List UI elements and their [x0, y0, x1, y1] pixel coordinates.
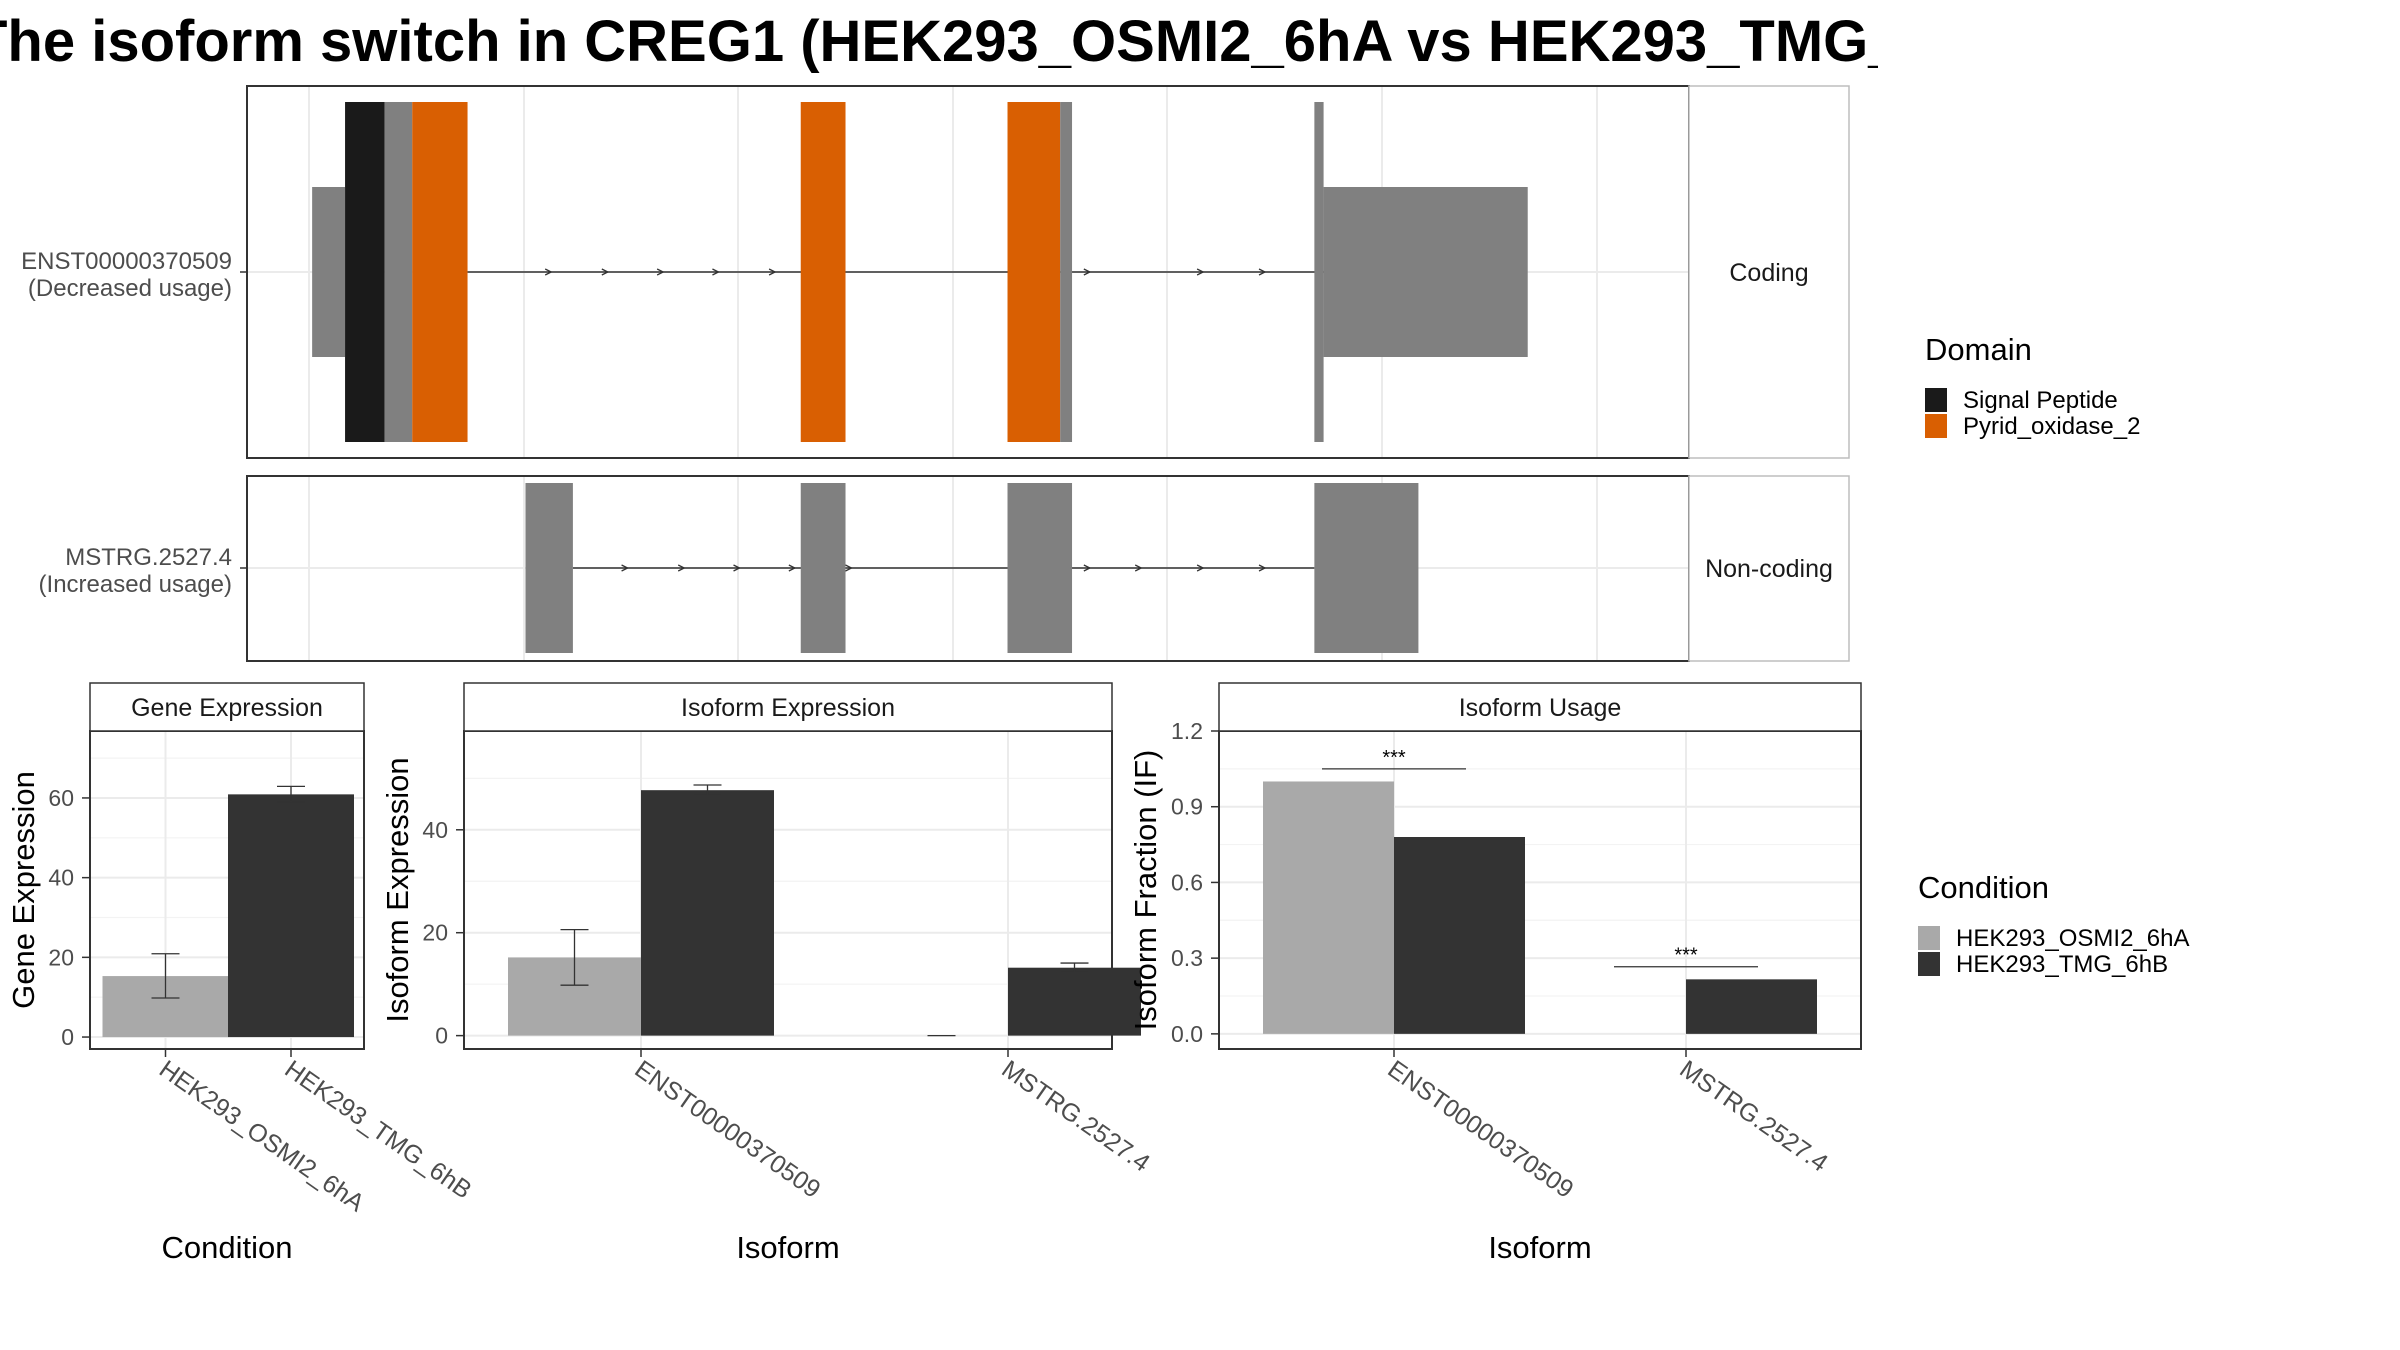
facet-strip-label: Isoform Expression [681, 694, 895, 722]
error-bar [693, 784, 722, 796]
chart-title: The isoform switch in CREG1 (HEK293_OSMI… [0, 0, 1878, 90]
legend-title: Condition [1918, 870, 2049, 905]
intron-arrow [1196, 268, 1205, 276]
intron-arrow [1083, 268, 1092, 276]
transcript-panel-2: Non-coding MSTRG.2527.4(Increased usage) [39, 475, 1850, 662]
y-tick-label: 0 [61, 1024, 74, 1050]
intron-arrow [845, 564, 853, 572]
significance-label: *** [1382, 747, 1406, 769]
error-bar [277, 785, 305, 803]
transcript-name: ENST00000370509 [21, 248, 232, 275]
intron-arrow [1258, 564, 1267, 572]
bar-panel-2: Isoform Expression 0 20 40 Isoform Expressio… [380, 682, 1155, 1265]
facet-strip [463, 682, 1113, 732]
exon-segment [412, 102, 468, 442]
bar-HEK293_TMG_6hB-ENST00000370509 [641, 790, 774, 1036]
intron-arrow [712, 268, 720, 276]
y-tick-label: 60 [48, 785, 74, 811]
facet-strip-label: Gene Expression [131, 694, 323, 722]
y-tick-label: 40 [422, 817, 448, 843]
exon-segment [1007, 483, 1073, 653]
legend-title: Domain [1925, 332, 2032, 367]
exon-segment [1060, 102, 1073, 442]
intron-arrow [788, 564, 797, 572]
x-tick-label: ENST00000370509 [1383, 1055, 1579, 1204]
intron-arrow [656, 268, 665, 276]
y-tick-label: 20 [48, 944, 74, 970]
intron-arrow [733, 564, 741, 572]
x-axis-title: Isoform [1488, 1230, 1591, 1265]
error-bar [151, 953, 180, 999]
transcript-usage-label: (Decreased usage) [28, 275, 232, 302]
error-bar [560, 928, 589, 986]
chart-title-text: The isoform switch in CREG1 (HEK293_OSMI… [0, 9, 1878, 74]
facet-strip [1218, 682, 1862, 732]
y-axis-title: Isoform Expression [380, 757, 415, 1022]
bar-HEK293_OSMI2_6hA-ENST00000370509 [1263, 781, 1394, 1034]
y-tick-label: 0.9 [1171, 794, 1203, 820]
exon-segment [525, 483, 573, 653]
transcript-usage-label: (Increased usage) [39, 571, 232, 598]
exon-segment [800, 102, 846, 442]
error-bar [1060, 962, 1089, 973]
legend-label: HEK293_OSMI2_6hA [1956, 925, 2189, 952]
y-tick-label: 0 [435, 1023, 448, 1049]
y-axis-title: Isoform Fraction (IF) [1128, 750, 1163, 1031]
legend-key [1918, 952, 1940, 976]
bar-HEK293_TMG_6hB [228, 794, 354, 1038]
y-axis-title: Gene Expression [6, 771, 41, 1009]
y-tick-label: 0.0 [1171, 1021, 1203, 1047]
exon-segment [312, 187, 346, 357]
y-tick-label: 0.6 [1171, 869, 1203, 895]
exon-segment [384, 102, 413, 442]
x-axis-title: Condition [162, 1230, 293, 1265]
bar-HEK293_TMG_6hB-MSTRG.2527.4 [1686, 979, 1817, 1034]
legend-key [1925, 414, 1947, 438]
intron-arrow [1196, 564, 1205, 572]
x-tick-label: MSTRG.2527.4 [1675, 1055, 1833, 1178]
intron-arrow [677, 564, 686, 572]
bar-HEK293_TMG_6hB-ENST00000370509 [1394, 837, 1525, 1034]
legend-key [1925, 388, 1947, 412]
intron-arrow [544, 268, 553, 276]
x-tick-label: HEK293_OSMI2_6hA [154, 1055, 370, 1218]
legend-label: Pyrid_oxidase_2 [1963, 413, 2140, 440]
intron-arrow [1134, 564, 1143, 572]
facet-strip [89, 682, 365, 732]
facet-strip-label: Coding [1729, 259, 1808, 287]
legend-key [1918, 926, 1940, 950]
bar-HEK293_TMG_6hB-MSTRG.2527.4 [1008, 967, 1141, 1036]
exon-segment [345, 102, 385, 442]
facet-strip-label: Non-coding [1705, 555, 1833, 583]
y-tick-label: 40 [48, 865, 74, 891]
facet-strip [1688, 475, 1850, 662]
legend-label: HEK293_TMG_6hB [1956, 951, 2168, 978]
significance-label: *** [1674, 945, 1698, 967]
exon-segment [800, 483, 846, 653]
bar-panel-3: *** *** Isoform Usage 0.0 0.3 0.6 0.9 1.2 Isofor… [1128, 682, 1862, 1265]
exon-segment [1007, 102, 1061, 442]
intron-arrow [601, 268, 610, 276]
y-tick-label: 20 [422, 920, 448, 946]
legend-label: Signal Peptide [1963, 387, 2118, 414]
transcript-name: MSTRG.2527.4 [65, 544, 232, 571]
exon-segment [1314, 483, 1419, 653]
y-tick-label: 0.3 [1171, 945, 1203, 971]
x-axis-title: Isoform [736, 1230, 839, 1265]
intron-arrow [768, 268, 777, 276]
intron-arrow [1083, 564, 1092, 572]
x-tick-label: MSTRG.2527.4 [997, 1055, 1155, 1178]
intron-arrow [1258, 268, 1267, 276]
exon-segment [1314, 102, 1324, 442]
facet-strip-label: Isoform Usage [1459, 694, 1622, 722]
transcript-panel-1: Coding ENST00000370509(Decreased usage) [21, 85, 1850, 459]
y-tick-label: 1.2 [1171, 718, 1203, 744]
exon-segment [1323, 187, 1528, 357]
facet-strip [1688, 85, 1850, 459]
intron-arrow [621, 564, 630, 572]
x-tick-label: ENST00000370509 [630, 1055, 826, 1204]
